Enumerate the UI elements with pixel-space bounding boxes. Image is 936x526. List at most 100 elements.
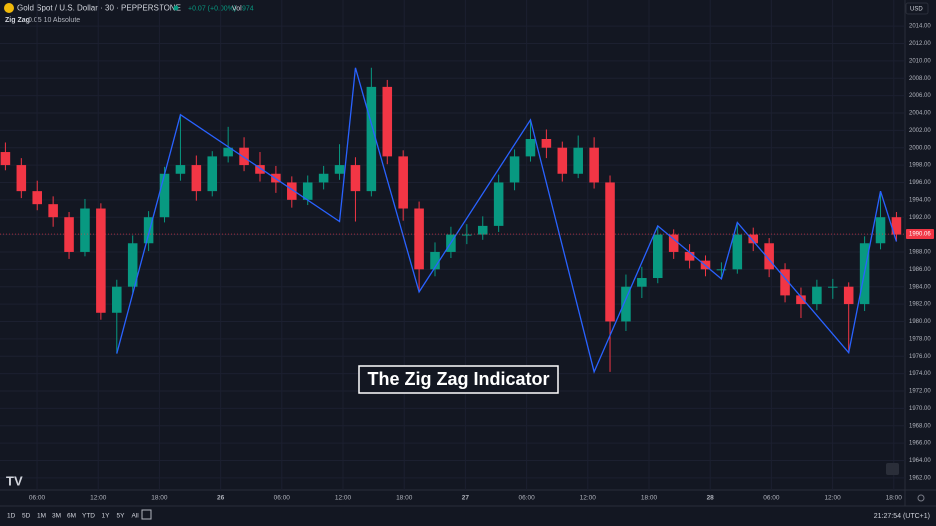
candle-body — [891, 217, 902, 235]
currency-button[interactable] — [905, 2, 929, 15]
symbol: Gold Spot / U.S. Dollar · 30 · PEPPERSTO… — [17, 4, 181, 13]
x-tick-label: 12:00 — [580, 495, 597, 502]
x-tick-label: 18:00 — [396, 495, 413, 502]
candle-body — [828, 286, 838, 288]
range-button[interactable]: 5D — [22, 513, 31, 520]
candle-body — [350, 165, 361, 192]
candle-body — [509, 156, 520, 183]
y-tick-label: 1986.00 — [909, 267, 931, 273]
change: +0.07 (+0.00%) — [188, 5, 236, 12]
candle-body — [764, 243, 774, 270]
x-tick-label: 28 — [707, 495, 715, 502]
price-axis — [905, 0, 936, 490]
candle-body — [684, 251, 695, 261]
y-tick-label: 2004.00 — [909, 111, 931, 117]
settings-icon[interactable] — [917, 494, 925, 502]
y-tick-label: 2014.00 — [909, 24, 931, 30]
candle-body — [637, 278, 647, 287]
y-tick-label: 1998.00 — [909, 163, 931, 169]
y-tick-label: 1966.00 — [909, 441, 931, 447]
candle-body — [48, 204, 58, 218]
y-tick-label: 1974.00 — [909, 371, 931, 377]
candle-body — [96, 208, 106, 313]
x-tick-label: 06:00 — [763, 495, 780, 502]
candle-body — [398, 156, 408, 209]
candle-body — [127, 243, 138, 287]
y-tick-label: 1994.00 — [909, 197, 931, 203]
y-tick-label: 2010.00 — [909, 58, 931, 64]
y-tick-label: 1962.00 — [909, 475, 931, 481]
y-tick-label: 2006.00 — [909, 93, 931, 99]
candle-body — [732, 234, 743, 270]
calendar-icon[interactable] — [141, 509, 152, 520]
candle-body — [64, 217, 74, 252]
candle-body — [414, 208, 424, 270]
candle-body — [812, 286, 822, 305]
y-tick-label: 2000.00 — [909, 145, 931, 151]
candle-body — [80, 208, 90, 252]
y-tick-label: 2012.00 — [909, 41, 931, 47]
symbol-icon — [4, 3, 14, 13]
candle-body — [191, 165, 202, 192]
candle-body — [875, 217, 886, 244]
range-button[interactable]: 1D — [7, 513, 16, 520]
range-button[interactable]: 3M — [52, 513, 61, 520]
candle-body — [334, 165, 345, 174]
candle-body — [382, 86, 393, 157]
x-tick-label: 18:00 — [886, 495, 903, 502]
candle-body — [302, 182, 313, 200]
range-button[interactable]: 1M — [37, 513, 46, 520]
candle-body — [112, 286, 122, 313]
y-tick-label: 1988.00 — [909, 250, 931, 256]
candle-body — [621, 286, 631, 322]
candle-body — [668, 234, 679, 252]
candle-body — [159, 173, 170, 218]
candle-body — [255, 165, 265, 174]
volume: 974 — [242, 5, 254, 12]
indicator-params: 0.05 10 Absolute — [28, 17, 80, 24]
zigzag-line — [116, 67, 898, 374]
range-button[interactable]: 6M — [67, 513, 76, 520]
candle-body — [430, 251, 440, 270]
candle-body — [748, 234, 759, 244]
candle-body — [16, 165, 27, 192]
x-tick-label: 18:00 — [151, 495, 168, 502]
volume-label: Vol — [232, 5, 242, 12]
candle-body — [207, 156, 218, 192]
y-tick-label: 2008.00 — [909, 76, 931, 82]
y-tick-label: 1992.00 — [909, 215, 931, 221]
x-tick-label: 06:00 — [274, 495, 291, 502]
candle-body — [366, 86, 377, 192]
candle-body — [573, 147, 583, 174]
x-tick-label: 12:00 — [824, 495, 841, 502]
candle-body — [287, 182, 297, 200]
clock: 21:27:54 (UTC+1) — [874, 513, 930, 520]
candle-body — [605, 182, 615, 322]
candle-body — [493, 182, 504, 226]
candle-body — [589, 147, 599, 183]
candle-body — [557, 147, 568, 174]
annotation-box — [358, 365, 559, 394]
candle-body — [796, 295, 806, 305]
x-tick-label: 06:00 — [518, 495, 535, 502]
y-tick-label: 1976.00 — [909, 354, 931, 360]
last-price-tag — [906, 229, 934, 240]
last-price-label: 1990.06 — [909, 232, 931, 238]
range-button[interactable]: All — [132, 513, 140, 520]
y-tick-label: 1972.00 — [909, 389, 931, 395]
candle-body — [525, 139, 536, 157]
candle-body — [462, 234, 472, 236]
currency: USD — [910, 7, 923, 13]
range-button[interactable]: 1Y — [102, 513, 111, 520]
y-tick-label: 1964.00 — [909, 458, 931, 464]
x-tick-label: 27 — [462, 495, 470, 502]
candle-body — [780, 269, 790, 296]
candle-body — [0, 152, 11, 166]
range-button[interactable]: 5Y — [117, 513, 126, 520]
scroll-button[interactable] — [886, 463, 899, 475]
x-tick-label: 06:00 — [29, 495, 46, 502]
candle-body — [239, 147, 249, 166]
range-button[interactable]: YTD — [82, 513, 95, 520]
